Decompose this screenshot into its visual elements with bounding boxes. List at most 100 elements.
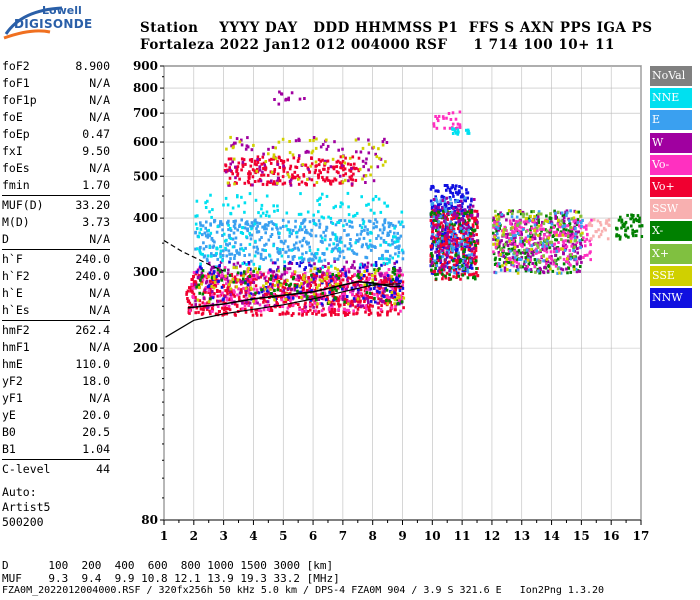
data-point <box>430 252 433 255</box>
data-point <box>316 248 320 252</box>
data-point <box>339 181 342 185</box>
data-point <box>523 243 526 247</box>
data-point <box>232 231 236 235</box>
data-point <box>502 254 506 258</box>
data-point <box>353 273 357 277</box>
data-point <box>600 229 604 233</box>
data-point <box>257 211 260 215</box>
data-point <box>268 277 271 281</box>
data-point <box>450 266 454 270</box>
data-point <box>546 269 550 273</box>
data-point <box>207 272 210 276</box>
data-point <box>558 256 562 260</box>
data-point <box>254 291 257 295</box>
data-point <box>297 137 301 141</box>
data-point <box>201 301 205 305</box>
data-point <box>286 171 289 175</box>
data-point <box>529 231 533 235</box>
data-point <box>249 164 253 168</box>
data-point <box>261 211 265 215</box>
data-point <box>357 276 361 279</box>
data-point <box>358 295 361 299</box>
data-point <box>319 234 323 238</box>
data-point <box>377 234 380 238</box>
data-point <box>319 196 322 200</box>
data-point <box>353 283 357 287</box>
data-point <box>374 195 378 198</box>
data-point <box>536 245 540 249</box>
data-point <box>571 242 575 246</box>
data-point <box>504 252 508 256</box>
data-point <box>513 243 517 246</box>
param-value: 33.20 <box>75 198 110 212</box>
data-point <box>434 197 438 200</box>
data-point <box>582 236 585 240</box>
data-point <box>291 296 295 300</box>
data-point <box>365 242 368 246</box>
x-tick-label: 9 <box>398 529 406 543</box>
data-point <box>390 279 393 283</box>
data-point <box>435 264 439 268</box>
data-point <box>572 265 576 269</box>
data-point <box>380 254 384 258</box>
data-point <box>454 259 457 263</box>
data-point <box>471 237 474 241</box>
data-point <box>636 214 640 218</box>
data-point <box>288 267 292 271</box>
data-point <box>238 177 241 181</box>
data-point <box>209 297 212 301</box>
data-point <box>233 302 237 306</box>
data-point <box>546 243 550 247</box>
data-point <box>375 155 379 159</box>
data-point <box>461 264 464 268</box>
data-point <box>343 300 346 304</box>
data-point <box>251 224 255 228</box>
data-point <box>440 241 444 245</box>
data-point <box>571 232 574 236</box>
data-point <box>506 232 510 236</box>
data-point <box>524 269 528 273</box>
data-point <box>188 286 191 290</box>
data-point <box>373 285 377 289</box>
data-point <box>452 207 455 211</box>
data-point <box>449 277 453 281</box>
data-point <box>262 258 265 261</box>
data-point <box>523 267 527 271</box>
data-point <box>393 280 397 283</box>
data-point <box>229 280 232 284</box>
data-point <box>626 226 630 230</box>
data-point <box>574 226 577 230</box>
data-point <box>226 272 230 276</box>
data-point <box>234 241 237 245</box>
data-point <box>274 261 277 265</box>
data-point <box>494 271 498 275</box>
chart-grid <box>163 65 642 521</box>
data-point <box>391 278 395 282</box>
data-point <box>359 276 362 280</box>
data-point <box>395 260 399 264</box>
data-point <box>273 223 276 227</box>
data-point <box>390 291 394 294</box>
data-point <box>433 212 436 216</box>
data-point <box>238 140 242 144</box>
data-point <box>250 158 254 161</box>
param-label: foF1p <box>2 93 37 107</box>
data-point <box>235 181 238 185</box>
data-point <box>319 267 322 271</box>
data-point <box>198 299 202 303</box>
data-point <box>464 212 467 216</box>
data-point <box>443 184 447 187</box>
data-point <box>264 279 268 283</box>
data-point <box>208 271 212 275</box>
data-point <box>207 261 211 265</box>
data-point <box>589 243 592 247</box>
data-point <box>262 161 266 165</box>
param-value: 9.50 <box>82 144 110 158</box>
data-point <box>276 160 279 164</box>
data-point <box>506 244 510 247</box>
data-point <box>365 291 369 295</box>
data-point <box>224 294 227 298</box>
param-label: C-level <box>2 462 51 476</box>
data-point <box>249 267 252 271</box>
data-point <box>191 286 195 290</box>
